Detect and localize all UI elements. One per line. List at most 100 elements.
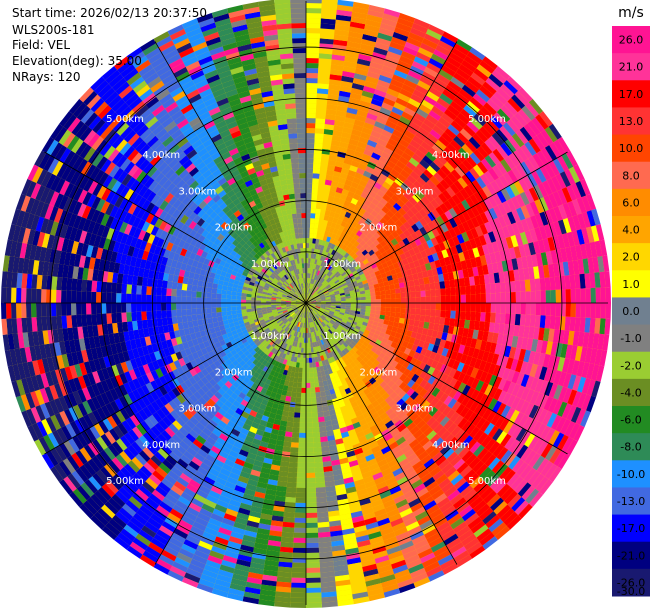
velocity-gate	[385, 303, 391, 308]
velocity-gate	[605, 303, 611, 319]
velocity-gate	[319, 48, 333, 55]
velocity-gate	[296, 387, 302, 393]
velocity-gate	[344, 246, 351, 253]
velocity-gate	[292, 427, 300, 433]
velocity-gate	[356, 236, 363, 244]
velocity-gate	[450, 310, 456, 319]
velocity-gate	[330, 69, 343, 76]
velocity-gate	[283, 516, 295, 523]
velocity-gate	[396, 142, 407, 152]
velocity-gate	[375, 295, 381, 300]
velocity-gate	[313, 223, 319, 229]
velocity-gate	[386, 51, 401, 61]
velocity-gate	[411, 153, 423, 164]
velocity-gate	[456, 38, 473, 52]
velocity-gate	[375, 84, 389, 93]
velocity-gate	[473, 68, 489, 82]
velocity-gate	[322, 138, 332, 145]
velocity-gate	[320, 28, 335, 35]
velocity-gate	[370, 295, 376, 300]
velocity-gate	[363, 29, 379, 38]
velocity-gate	[439, 93, 453, 105]
velocity-gate	[328, 89, 340, 96]
velocity-gate	[318, 421, 326, 428]
velocity-gate	[545, 303, 551, 316]
velocity-gate	[306, 113, 316, 119]
velocity-gate	[311, 290, 316, 296]
velocity-gate	[316, 98, 328, 105]
velocity-gate	[514, 314, 521, 326]
velocity-gate	[329, 79, 342, 86]
velocity-gate	[342, 227, 349, 234]
velocity-gate	[420, 303, 426, 310]
velocity-gate	[319, 234, 325, 241]
velocity-gate	[288, 411, 295, 418]
velocity-gate	[309, 263, 313, 269]
velocity-gate	[382, 13, 399, 23]
velocity-gate	[385, 298, 391, 303]
velocity-gate	[440, 295, 446, 303]
velocity-gate	[345, 51, 359, 59]
velocity-gate	[411, 116, 424, 127]
velocity-gate	[381, 129, 393, 139]
velocity-gate	[365, 306, 371, 310]
velocity-gate	[301, 377, 306, 383]
velocity-gate	[327, 265, 333, 271]
velocity-gate	[326, 220, 333, 227]
velocity-gate	[425, 303, 431, 310]
velocity-gate	[313, 279, 317, 285]
velocity-gate	[368, 202, 377, 210]
velocity-gate	[399, 115, 411, 126]
velocity-gate	[450, 303, 456, 311]
velocity-gate	[282, 526, 295, 533]
velocity-gate	[310, 284, 314, 289]
velocity-gate	[331, 54, 346, 61]
velocity-gate	[376, 189, 386, 198]
velocity-gate	[455, 310, 461, 320]
velocity-gate	[313, 269, 317, 275]
velocity-gate	[309, 223, 315, 229]
velocity-gate	[313, 372, 318, 378]
velocity-gate	[292, 547, 306, 553]
velocity-gate	[428, 86, 443, 98]
velocity-gate	[540, 290, 546, 303]
velocity-gate	[306, 293, 308, 299]
velocity-gate	[330, 222, 337, 229]
velocity-gate	[361, 90, 374, 99]
velocity-gate	[321, 3, 338, 10]
velocity-gate	[408, 32, 424, 43]
velocity-gate	[306, 173, 313, 179]
velocity-gate	[294, 517, 306, 523]
velocity-gate	[328, 259, 334, 266]
velocity-gate	[308, 243, 313, 249]
velocity-gate	[398, 317, 405, 324]
velocity-gate	[365, 299, 371, 303]
velocity-gate	[306, 253, 309, 259]
velocity-gate	[420, 122, 433, 134]
velocity-gate	[350, 87, 363, 96]
velocity-gate	[314, 259, 318, 265]
velocity-gate	[355, 300, 361, 303]
velocity-gate	[324, 230, 330, 237]
velocity-gate	[306, 452, 315, 458]
velocity-gate	[324, 124, 335, 131]
velocity-gate	[310, 208, 316, 214]
velocity-gate	[314, 128, 325, 134]
velocity-gate	[286, 482, 297, 488]
velocity-gate	[314, 243, 319, 250]
velocity-gate	[306, 492, 317, 498]
velocity-gate	[333, 34, 349, 42]
velocity-gate	[309, 283, 312, 289]
velocity-gate	[515, 291, 521, 303]
velocity-gate	[307, 268, 310, 274]
velocity-gate	[440, 310, 446, 318]
velocity-gate	[349, 165, 358, 173]
velocity-gate	[595, 303, 601, 319]
velocity-gate	[444, 317, 451, 326]
velocity-gate	[306, 522, 318, 528]
velocity-gate	[314, 387, 321, 393]
velocity-gate	[374, 121, 386, 130]
velocity-gate	[318, 63, 332, 70]
velocity-gate	[297, 382, 302, 388]
velocity-gate	[345, 195, 353, 203]
